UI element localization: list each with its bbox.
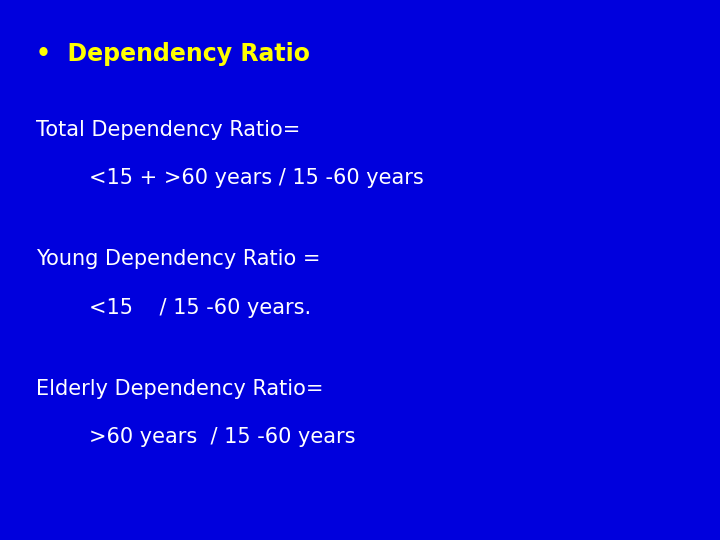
Text: Young Dependency Ratio =: Young Dependency Ratio = <box>36 249 320 269</box>
Text: >60 years  / 15 -60 years: >60 years / 15 -60 years <box>36 427 356 448</box>
Text: Elderly Dependency Ratio=: Elderly Dependency Ratio= <box>36 379 323 399</box>
Text: <15    / 15 -60 years.: <15 / 15 -60 years. <box>36 298 311 318</box>
Text: <15 + >60 years / 15 -60 years: <15 + >60 years / 15 -60 years <box>36 168 424 188</box>
Text: •  Dependency Ratio: • Dependency Ratio <box>36 42 310 66</box>
Text: Total Dependency Ratio=: Total Dependency Ratio= <box>36 119 300 140</box>
